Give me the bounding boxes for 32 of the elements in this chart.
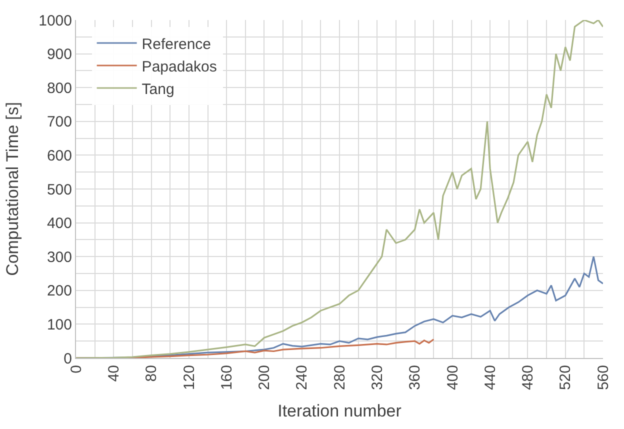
y-tick-label: 900 <box>46 46 72 64</box>
y-tick-label: 800 <box>46 80 72 97</box>
x-tick-label: 120 <box>180 365 198 390</box>
x-tick-label: 560 <box>594 365 612 390</box>
y-tick-label: 1000 <box>38 12 72 30</box>
x-tick-label: 160 <box>218 365 236 390</box>
x-tick-label: 360 <box>406 365 424 390</box>
x-tick-label: 0 <box>68 365 85 374</box>
y-tick-label: 0 <box>64 350 72 368</box>
x-tick-label: 520 <box>557 365 574 390</box>
x-tick-label: 280 <box>331 365 348 390</box>
x-tick-label: 440 <box>482 365 499 390</box>
legend-label: Reference <box>142 36 212 53</box>
x-tick-label: 40 <box>106 365 123 382</box>
line-series <box>76 20 603 358</box>
legend-label: Tang <box>142 80 174 98</box>
x-tick-label: 320 <box>369 365 386 390</box>
y-tick-label: 600 <box>46 147 72 164</box>
y-tick-label: 700 <box>46 114 72 131</box>
x-tick-label: 240 <box>294 365 311 390</box>
y-tick-label: 500 <box>46 181 72 198</box>
x-tick-label: 480 <box>520 365 537 390</box>
y-tick-label: 200 <box>46 282 72 300</box>
x-axis-title: Iteration number <box>278 401 402 420</box>
y-tick-label: 100 <box>46 316 72 334</box>
legend-label: Papadakos <box>142 58 217 76</box>
y-tick-label: 300 <box>46 248 72 266</box>
y-axis-title: Computational Time [s] <box>3 102 22 276</box>
x-tick-label: 200 <box>256 365 274 390</box>
x-tick-label: 80 <box>143 365 160 382</box>
y-tick-label: 400 <box>46 215 72 232</box>
x-tick-label: 400 <box>444 365 462 390</box>
